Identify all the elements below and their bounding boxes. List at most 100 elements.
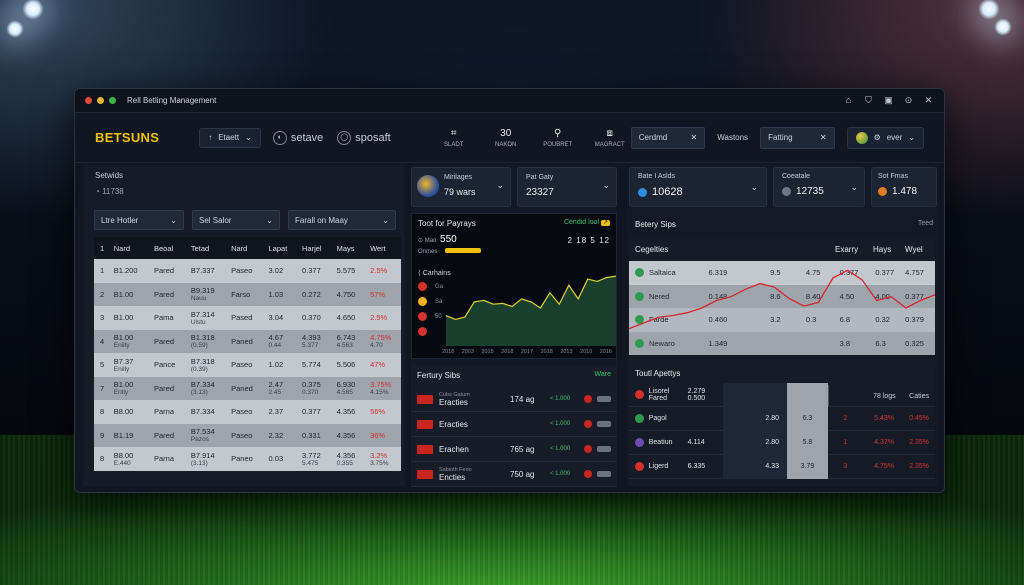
column-header[interactable]: Tetad — [184, 237, 226, 259]
analysis-row[interactable]: Lisorel Fared 2.279 0.500 — [629, 382, 935, 407]
close-icon[interactable]: ✕ — [819, 133, 827, 142]
camera-icon[interactable]: ▣ — [884, 95, 893, 105]
table-row[interactable]: 4 B1.00 Enilty Pared B1.318 (0.59) Paned 4.67 0.… — [94, 329, 401, 353]
stat-card-bate[interactable]: Bate I Aslds 10628 ⌄ — [629, 167, 767, 207]
stat-card-sotfmas[interactable]: Sot Fmas 1.478 — [871, 167, 937, 207]
column-header[interactable]: Lapat — [262, 237, 296, 259]
nav-label: POUBRET — [543, 141, 573, 148]
cell-subvalue: 5.377 — [302, 342, 319, 350]
table-row[interactable]: 5 B7.37 Enilly Pance B7.318 (0.39) Paseo 1.02 5.… — [94, 353, 401, 377]
brand-sposaft[interactable]: ◯ sposaft — [337, 130, 391, 145]
close-icon[interactable]: ✕ — [690, 133, 698, 142]
slip-toggle[interactable] — [597, 396, 611, 402]
analysis-row[interactable]: Pagol 2.80 6.3 2 5.43% 0.45% — [629, 406, 935, 431]
slip-row[interactable]: Sabioth Ferio Encties 750 ag < 1.000 — [411, 462, 617, 487]
slip-value: 750 ag — [510, 469, 535, 479]
slip-toggle[interactable] — [597, 446, 611, 452]
nav-nakon[interactable]: 30 NAKON — [485, 128, 527, 148]
table-row[interactable]: Nered 0.148 8.6 8.40 4.50 4.00 0.377 — [629, 284, 935, 308]
table-cell: Paneo — [225, 447, 263, 471]
lock-icon[interactable]: ⛉ — [865, 95, 872, 105]
column-header[interactable]: Harjel — [296, 237, 331, 259]
filter-dropdown-label: Sel Salor — [199, 215, 232, 225]
column-header[interactable]: Wert — [364, 237, 401, 259]
column-header[interactable]: Nard — [107, 237, 148, 259]
fertury-slips: Fertury Sibs Ware Cubs Gatum Eracties 174 … — [411, 365, 617, 487]
table-row[interactable]: 9 B1.19 Pared B7.534 Pazos Paseo 2.32 0.331 4.35… — [94, 423, 401, 447]
stat-card-title: Coeatale — [782, 173, 811, 180]
table-row[interactable]: 8 B8.00 Parna B7.334 Paseo 2.37 0.377 4.356 56% — [94, 400, 401, 424]
table-row[interactable]: Farde 0.460 3.2 0.3 6.8 0.32 0.379 — [629, 308, 935, 332]
filter-dropdown-3[interactable]: Farall on Maay ⌄ — [288, 210, 396, 230]
analysis-row[interactable]: Beatiun 4.114 2.80 5.8 1 4.37% 2.35% — [629, 430, 935, 455]
slip-row[interactable]: Erachen 765 ag < 1.000 — [411, 437, 617, 462]
column-header[interactable]: 1 — [94, 237, 108, 259]
info-icon — [638, 187, 647, 197]
view-dropdown[interactable]: ↑ Etaett ⌄ — [199, 127, 261, 148]
nav-magract[interactable]: ⧈ MAGRACT — [589, 128, 631, 148]
slips-more-link[interactable]: Ware — [594, 371, 611, 378]
remove-icon[interactable] — [584, 445, 592, 453]
nav-count: 30 — [500, 127, 512, 139]
right-panel: Bate I Aslds 10628 ⌄ Coeatale 12735 ⌄ So… — [627, 165, 939, 486]
close-icon[interactable]: ✕ — [924, 95, 933, 105]
column-header[interactable]: Nard — [225, 237, 263, 259]
chart-link[interactable]: Cendid lool ↗ — [564, 219, 610, 226]
badge-icon — [418, 297, 427, 306]
column-header[interactable]: Beoal — [147, 237, 185, 259]
cell-value: B1.00 — [113, 289, 134, 299]
analysis-row[interactable]: Ligerd 6.335 4.33 3.79 3 4.75% 2.35% — [629, 454, 935, 479]
table-row[interactable]: 7 B1.00 Ently Pared B7.334 (3.13) Paned 2.47 2.4… — [94, 376, 401, 400]
table-cell: Pared — [147, 259, 185, 283]
betery-sips-link[interactable]: Teed — [917, 220, 933, 227]
status-icon — [635, 268, 644, 278]
column-header[interactable]: Mays — [330, 237, 365, 259]
slip-row[interactable]: Cubs Gatum Eracties 174 ag < 1.000 — [411, 387, 617, 412]
table-cell: Paseo — [225, 353, 263, 377]
table-cell: 4.67 0.44 — [262, 329, 296, 353]
stat-card-patgaty[interactable]: Pat Gaty 23327 ⌄ — [517, 167, 617, 207]
table-row[interactable]: 3 B1.00 Pama B7.314 Ulstu Pased 3.04 0.370 4.650… — [94, 306, 401, 330]
close-dot[interactable] — [85, 97, 92, 104]
cell-value: 3.04 — [268, 313, 284, 323]
x-tick-label: 2017 — [520, 349, 534, 355]
cell-value: 1.03 — [268, 289, 284, 299]
row-name: Pagol — [648, 415, 667, 422]
table-row[interactable]: 1 B1.200 Pared B7.337 Paseo 3.02 0.377 5.575 2.5… — [94, 259, 401, 283]
cell-value: 6.930 — [336, 380, 356, 390]
settings-icon[interactable]: ⊙ — [904, 95, 913, 105]
filter-dropdown-1[interactable]: Ltre Hotler ⌄ — [94, 210, 184, 230]
stat-card-mirilages[interactable]: Mirilages 79 wars ⌄ — [411, 167, 511, 207]
categories-header: Cegelties Exarry Hays Wyel — [629, 237, 935, 261]
filter-input[interactable]: Fatting ✕ — [760, 126, 835, 149]
brand-logo-icon: ◯ — [337, 130, 352, 145]
nav-sladt[interactable]: ⌗ SLADT — [433, 128, 475, 148]
table-row[interactable]: 2 B1.00 Pared B9.319 Nauu Farso 1.03 0.272 4.750… — [94, 282, 401, 306]
search-input[interactable]: Cerdmd ✕ — [630, 126, 706, 149]
chart-area — [446, 276, 616, 346]
remove-icon[interactable] — [584, 470, 592, 478]
pin-icon: ⚲ — [554, 127, 562, 139]
nav-poubret[interactable]: ⚲ POUBRET — [537, 128, 579, 148]
table-row[interactable]: Newaro 1.349 3.8 6.3 0.325 — [629, 331, 935, 355]
brand-setave[interactable]: ◐ setave — [272, 130, 323, 145]
maximize-dot[interactable] — [109, 97, 116, 104]
slips-title: Fertury Sibs — [417, 371, 461, 380]
minimize-dot[interactable] — [97, 97, 104, 104]
row-name: Nered — [648, 291, 670, 301]
cell-value: Paseo — [231, 360, 253, 370]
filter-dropdown-2[interactable]: Sel Salor ⌄ — [192, 210, 280, 230]
slip-toggle[interactable] — [597, 421, 611, 427]
slip-odds: < 1.000 — [550, 471, 571, 477]
table-row[interactable]: Saltaica 6.319 9.5 4.75 0.377 0.377 4.757 — [629, 261, 935, 285]
remove-icon[interactable] — [584, 395, 592, 403]
table-row[interactable]: 8 B8.00 E.440 Parna B7.914 (3.13) Paneo 0.03 3.7… — [94, 447, 401, 471]
remove-icon[interactable] — [584, 420, 592, 428]
home-icon[interactable]: ⌂ — [845, 95, 852, 105]
stat-card-coeatale[interactable]: Coeatale 12735 ⌄ — [773, 167, 865, 207]
cell-subvalue: 0.500 — [687, 394, 706, 402]
slip-row[interactable]: Eracties < 1.000 — [411, 412, 617, 437]
slip-toggle[interactable] — [597, 471, 611, 477]
cell-value: B7.334 — [190, 380, 215, 390]
user-menu[interactable]: ⚙ ever ⌄ — [846, 126, 924, 149]
